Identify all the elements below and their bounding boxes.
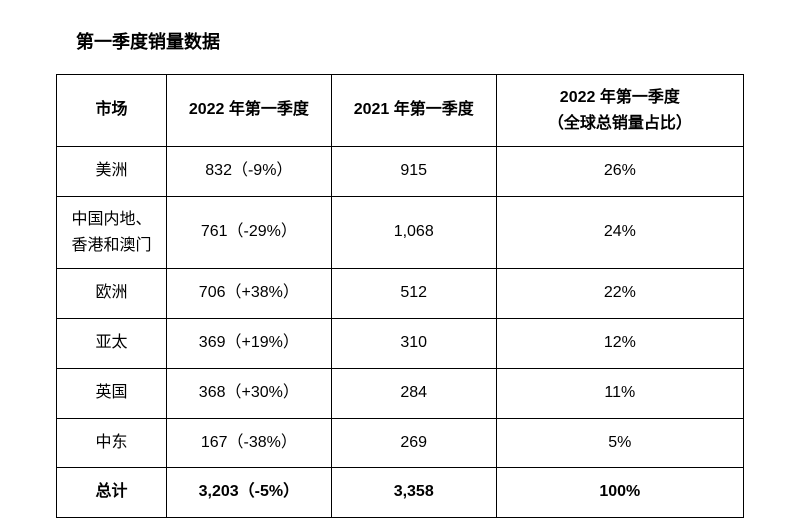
cell-share: 11% <box>496 368 743 418</box>
header-market: 市场 <box>57 75 167 147</box>
cell-market: 欧洲 <box>57 269 167 319</box>
cell-q1-2022: 832（-9%） <box>166 147 331 197</box>
header-share-line1: 2022 年第一季度 <box>505 85 735 111</box>
cell-q1-2021: 284 <box>331 368 496 418</box>
cell-q1-2021: 512 <box>331 269 496 319</box>
cell-share: 24% <box>496 196 743 268</box>
cell-market: 中东 <box>57 418 167 468</box>
cell-q1-2021: 269 <box>331 418 496 468</box>
cell-total-q1-2021: 3,358 <box>331 468 496 518</box>
header-share: 2022 年第一季度 （全球总销量占比） <box>496 75 743 147</box>
cell-q1-2022: 761（-29%） <box>166 196 331 268</box>
table-row: 亚太 369（+19%） 310 12% <box>57 318 744 368</box>
cell-q1-2021: 915 <box>331 147 496 197</box>
table-row: 英国 368（+30%） 284 11% <box>57 368 744 418</box>
cell-market: 美洲 <box>57 147 167 197</box>
cell-market: 中国内地、 香港和澳门 <box>57 196 167 268</box>
cell-q1-2022: 167（-38%） <box>166 418 331 468</box>
table-header-row: 市场 2022 年第一季度 2021 年第一季度 2022 年第一季度 （全球总… <box>57 75 744 147</box>
table-row: 中国内地、 香港和澳门 761（-29%） 1,068 24% <box>57 196 744 268</box>
header-q1-2022: 2022 年第一季度 <box>166 75 331 147</box>
cell-total-share: 100% <box>496 468 743 518</box>
cell-market-line1: 中国内地、 <box>65 207 158 233</box>
table-total-row: 总计 3,203（-5%） 3,358 100% <box>57 468 744 518</box>
sales-table: 市场 2022 年第一季度 2021 年第一季度 2022 年第一季度 （全球总… <box>56 74 744 518</box>
cell-market: 英国 <box>57 368 167 418</box>
cell-market-line2: 香港和澳门 <box>65 233 158 259</box>
cell-total-q1-2022: 3,203（-5%） <box>166 468 331 518</box>
cell-share: 5% <box>496 418 743 468</box>
table-row: 中东 167（-38%） 269 5% <box>57 418 744 468</box>
cell-q1-2021: 310 <box>331 318 496 368</box>
cell-q1-2022: 369（+19%） <box>166 318 331 368</box>
cell-q1-2021: 1,068 <box>331 196 496 268</box>
cell-q1-2022: 706（+38%） <box>166 269 331 319</box>
table-row: 欧洲 706（+38%） 512 22% <box>57 269 744 319</box>
header-share-line2: （全球总销量占比） <box>505 111 735 137</box>
cell-total-market: 总计 <box>57 468 167 518</box>
page-title: 第一季度销量数据 <box>56 28 744 54</box>
header-q1-2021: 2021 年第一季度 <box>331 75 496 147</box>
cell-q1-2022: 368（+30%） <box>166 368 331 418</box>
table-row: 美洲 832（-9%） 915 26% <box>57 147 744 197</box>
cell-share: 26% <box>496 147 743 197</box>
cell-market: 亚太 <box>57 318 167 368</box>
cell-share: 22% <box>496 269 743 319</box>
cell-share: 12% <box>496 318 743 368</box>
